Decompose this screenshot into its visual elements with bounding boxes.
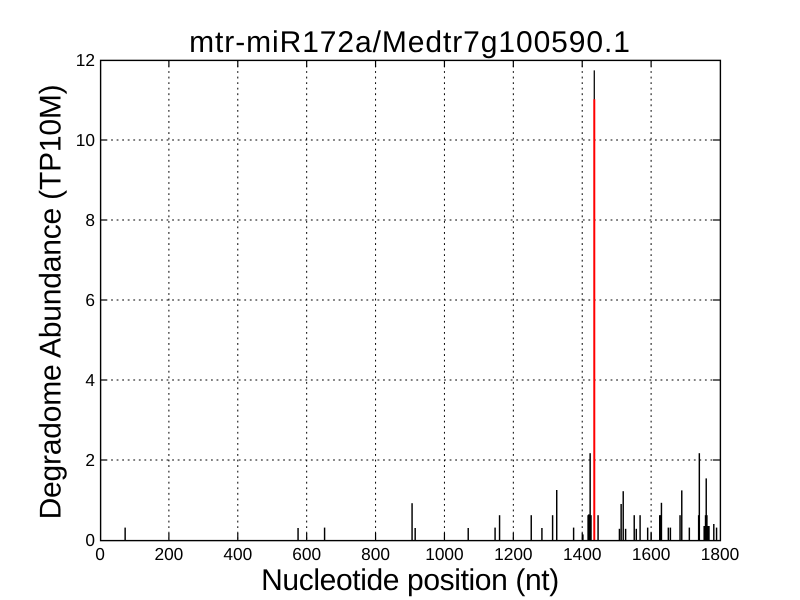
- svg-text:1800: 1800: [701, 544, 739, 564]
- svg-text:1600: 1600: [632, 544, 670, 564]
- svg-text:1000: 1000: [425, 544, 463, 564]
- svg-text:6: 6: [85, 290, 95, 310]
- svg-text:0: 0: [85, 530, 95, 550]
- svg-text:12: 12: [76, 50, 95, 70]
- svg-text:400: 400: [223, 544, 252, 564]
- svg-text:600: 600: [292, 544, 321, 564]
- svg-text:0: 0: [95, 544, 105, 564]
- svg-text:2: 2: [85, 450, 95, 470]
- svg-text:200: 200: [154, 544, 183, 564]
- svg-text:8: 8: [85, 210, 95, 230]
- svg-text:Degradome Abundance (TP10M): Degradome Abundance (TP10M): [35, 85, 68, 520]
- svg-text:800: 800: [361, 544, 390, 564]
- svg-text:mtr-miR172a/Medtr7g100590.1: mtr-miR172a/Medtr7g100590.1: [189, 26, 631, 59]
- svg-text:10: 10: [76, 130, 95, 150]
- svg-text:1400: 1400: [563, 544, 601, 564]
- svg-text:1200: 1200: [494, 544, 532, 564]
- svg-text:Nucleotide position (nt): Nucleotide position (nt): [261, 564, 559, 597]
- svg-text:4: 4: [85, 370, 95, 390]
